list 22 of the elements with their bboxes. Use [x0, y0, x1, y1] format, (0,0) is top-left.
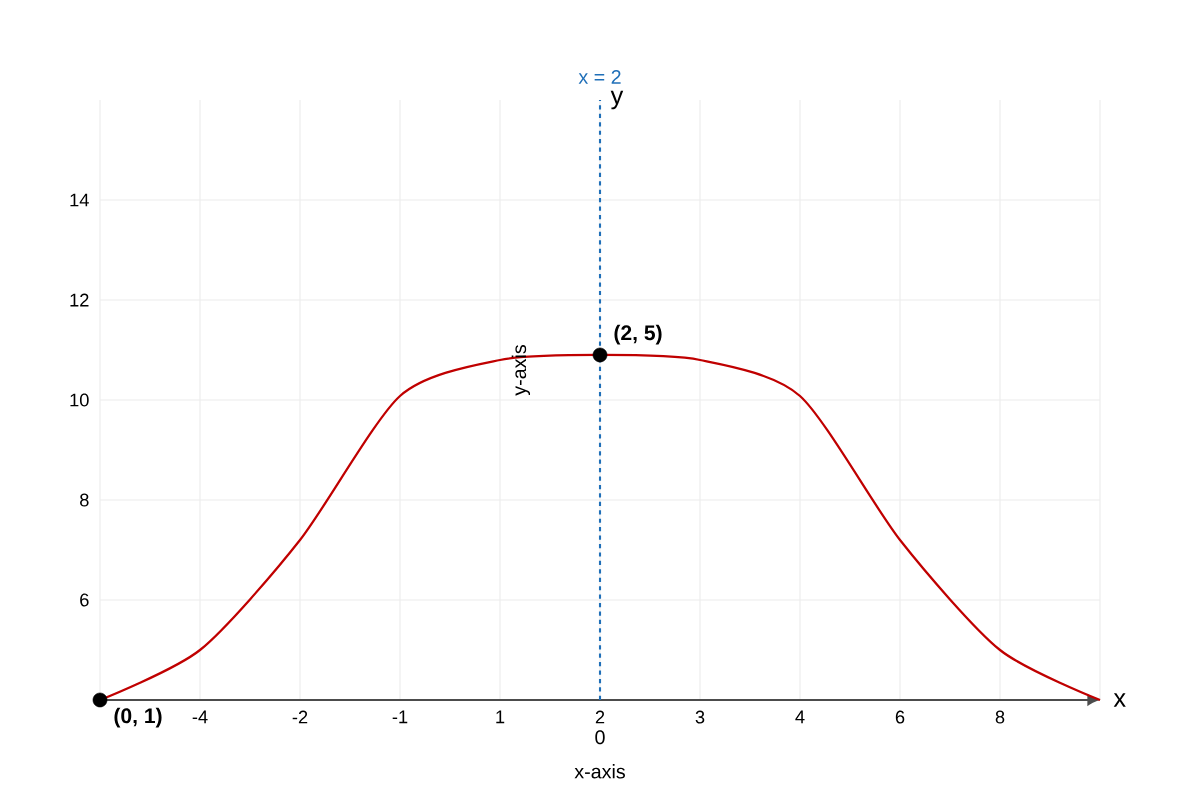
x-tick-label: 2	[595, 710, 605, 724]
x-tick-label: 8	[995, 710, 1005, 724]
y-tick-label: 10	[70, 393, 89, 407]
x-tick-label: 6	[895, 710, 905, 724]
x-tick-label: -2	[292, 710, 308, 724]
y-tick-label: 12	[70, 293, 89, 307]
x-axis-title: x-axis	[574, 764, 625, 779]
y-tick-label: 8	[80, 493, 89, 507]
ref-line-label: x = 2	[578, 70, 621, 84]
y-tick-label: 6	[80, 593, 89, 607]
text: 0	[595, 730, 605, 745]
text: (0, 1)	[114, 707, 162, 728]
annotation: y	[610, 90, 624, 110]
y-axis-title: y-axis	[511, 345, 531, 396]
x-tick-label: -1	[392, 710, 408, 724]
annotation: (2, 5)	[614, 324, 662, 345]
x-tick-label: 1	[496, 710, 505, 724]
text: x	[1113, 693, 1126, 707]
x-tick-label: -4	[192, 710, 208, 724]
y-tick-label: 14	[70, 193, 89, 207]
x-tick-label: 3	[695, 710, 705, 724]
x-tick-label: 4	[795, 710, 805, 724]
